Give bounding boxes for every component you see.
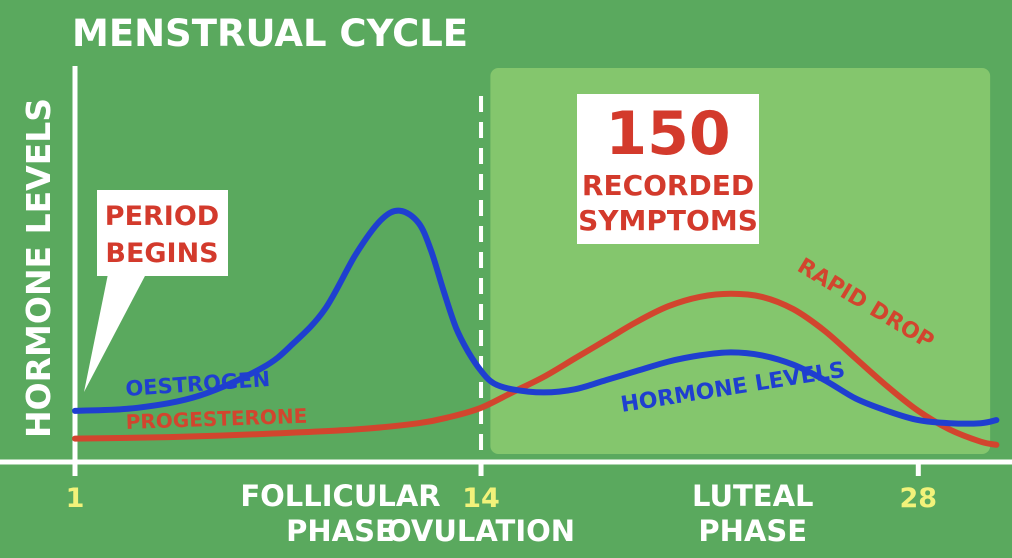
period-callout-line1: PERIOD: [105, 201, 219, 232]
x-tick-label-28: 28: [900, 483, 938, 514]
phase-label-0-line1: FOLLICULAR: [240, 479, 440, 513]
symptoms-count: 150: [605, 99, 730, 169]
oestrogen-line: [72, 207, 1000, 427]
x-axis-ticks: 1 14 28: [66, 462, 937, 514]
y-axis-label: HORMONE LEVELS: [19, 98, 58, 438]
period-callout-box: [97, 190, 228, 276]
phase-label-0-line2: PHASE: [286, 514, 395, 548]
progesterone-line: [72, 290, 1000, 448]
symptoms-line1: RECORDED: [582, 169, 754, 202]
phase-label-1-line2: PHASE: [698, 514, 807, 548]
symptoms-callout-box: [577, 94, 759, 244]
period-begins-callout: PERIOD BEGINS: [84, 190, 228, 392]
progesterone-series-label: PROGESTERONE: [125, 404, 307, 434]
period-callout-pointer: [84, 274, 146, 392]
x-tick-label-1: 1: [66, 483, 85, 514]
period-callout-line2: BEGINS: [105, 238, 218, 269]
chart-title: MENSTRUAL CYCLE: [72, 12, 468, 55]
x-tick-label-14: 14: [462, 483, 500, 514]
ovulation-label: OVULATION: [387, 514, 575, 548]
phase-label-1-line1: LUTEAL: [692, 479, 814, 513]
symptoms-line2: SYMPTOMS: [578, 204, 758, 237]
series-lines: [72, 207, 1000, 448]
oestrogen-series-label: OESTROGEN: [125, 367, 271, 401]
recorded-symptoms-callout: 150 RECORDED SYMPTOMS: [577, 94, 759, 244]
